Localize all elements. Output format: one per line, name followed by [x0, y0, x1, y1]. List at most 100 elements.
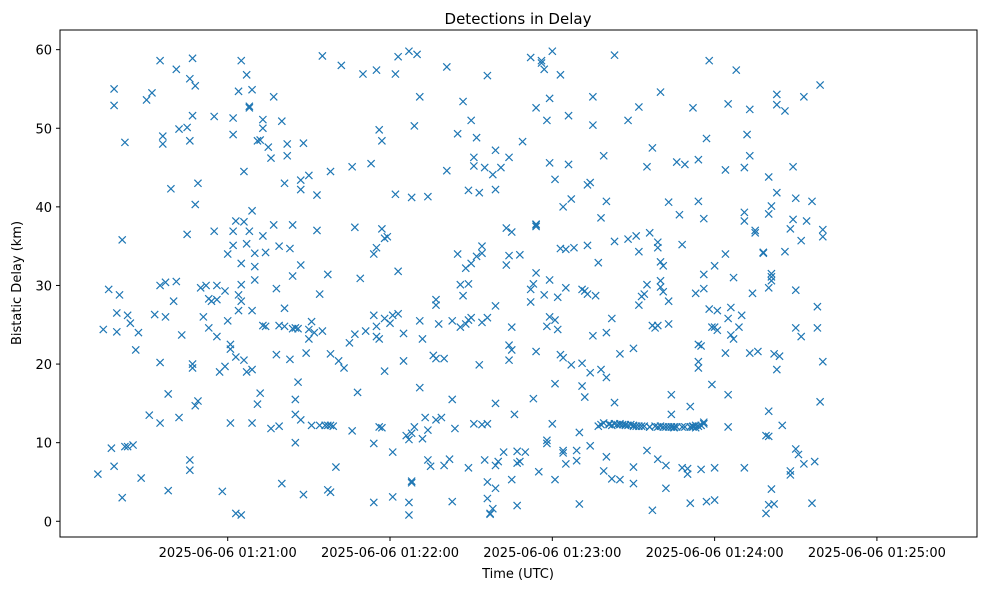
data-point-538 [745, 151, 754, 160]
data-point-82 [231, 352, 240, 362]
data-point-360 [561, 283, 570, 292]
data-point-436 [642, 162, 652, 171]
data-point-186 [358, 69, 367, 79]
data-point-462 [664, 198, 673, 207]
data-point-387 [594, 258, 603, 267]
data-point-341 [545, 312, 554, 321]
data-point-430 [637, 422, 646, 431]
data-point-70 [220, 362, 230, 371]
data-point-262 [461, 319, 470, 329]
data-point-146 [294, 324, 303, 333]
x-axis: 2025-06-06 01:21:00 2025-06-06 01:22:00 20… [159, 537, 946, 561]
data-point-570 [780, 247, 789, 256]
data-point-171 [326, 349, 335, 358]
data-point-160 [312, 191, 322, 200]
data-point-12 [120, 442, 129, 451]
data-point-324 [529, 279, 538, 288]
data-point-474 [675, 210, 684, 219]
data-point-51 [188, 111, 197, 120]
data-point-201 [377, 423, 386, 432]
data-point-298 [491, 301, 500, 310]
data-point-481 [683, 470, 692, 479]
data-point-46 [185, 466, 194, 475]
data-point-257 [453, 249, 462, 259]
data-point-456 [659, 287, 668, 296]
data-point-576 [791, 286, 800, 295]
data-point-4 [110, 84, 119, 93]
data-point-37 [172, 65, 181, 74]
data-point-16 [126, 319, 135, 328]
data-point-218 [402, 431, 411, 440]
data-point-128 [275, 422, 284, 431]
data-point-366 [569, 243, 578, 252]
data-point-165 [318, 327, 327, 336]
data-point-13 [120, 138, 129, 147]
data-point-290 [486, 509, 495, 518]
data-point-502 [699, 270, 708, 279]
data-point-230 [415, 316, 424, 325]
data-point-357 [559, 446, 568, 455]
x-tick-label-4: 2025-06-06 01:25:00 [808, 546, 946, 561]
data-point-282 [480, 455, 489, 464]
data-point-180 [348, 162, 357, 171]
data-point-244 [431, 354, 441, 363]
x-axis-label: Time (UTC) [481, 567, 554, 582]
y-tick-label-4: 40 [35, 201, 52, 216]
data-point-255 [450, 424, 459, 433]
data-point-164 [318, 51, 327, 60]
data-point-506 [699, 418, 708, 427]
data-point-149 [296, 261, 305, 270]
data-point-9 [115, 290, 124, 299]
data-point-237 [423, 192, 432, 201]
data-point-522 [724, 314, 733, 323]
data-point-44 [185, 136, 194, 145]
data-point-80 [229, 114, 238, 123]
data-point-330 [532, 220, 541, 229]
data-point-108 [250, 275, 259, 284]
y-axis-label: Bistatic Delay (km) [10, 221, 25, 345]
data-point-319 [521, 448, 530, 457]
data-point-315 [513, 501, 522, 510]
data-point-118 [261, 248, 270, 257]
data-point-175 [331, 463, 340, 472]
data-point-97 [242, 239, 251, 248]
data-point-311 [507, 475, 516, 484]
data-point-93 [239, 167, 248, 176]
data-point-397 [602, 373, 611, 382]
data-point-429 [634, 247, 643, 256]
data-point-32 [161, 278, 170, 287]
data-point-42 [183, 230, 192, 239]
data-point-588 [810, 457, 819, 466]
data-point-249 [442, 166, 451, 175]
data-point-568 [778, 421, 787, 430]
data-point-351 [553, 325, 562, 334]
data-point-207 [385, 319, 395, 328]
data-point-453 [656, 276, 665, 285]
data-point-121 [266, 154, 276, 163]
data-point-266 [464, 463, 473, 472]
data-point-482 [686, 402, 695, 411]
data-point-10 [118, 235, 127, 244]
data-point-291 [488, 504, 497, 513]
data-point-95 [242, 367, 251, 376]
data-point-157 [307, 317, 316, 326]
data-point-226 [407, 478, 416, 487]
data-point-356 [559, 353, 568, 362]
y-tick-label-6: 60 [35, 44, 52, 59]
data-point-43 [183, 123, 192, 132]
data-point-212 [391, 69, 400, 79]
data-point-374 [580, 393, 589, 402]
data-point-591 [816, 80, 825, 90]
data-point-239 [426, 462, 435, 471]
data-point-541 [748, 289, 757, 298]
data-point-505 [699, 419, 708, 428]
data-point-491 [691, 289, 700, 298]
y-tick-label-2: 20 [35, 358, 52, 373]
data-point-377 [583, 241, 592, 250]
x-tick-label-0: 2025-06-06 01:21:00 [159, 546, 297, 561]
data-point-517 [713, 326, 722, 335]
data-point-390 [596, 365, 606, 374]
data-point-427 [634, 103, 643, 112]
data-point-104 [248, 365, 257, 374]
data-point-288 [483, 419, 492, 428]
